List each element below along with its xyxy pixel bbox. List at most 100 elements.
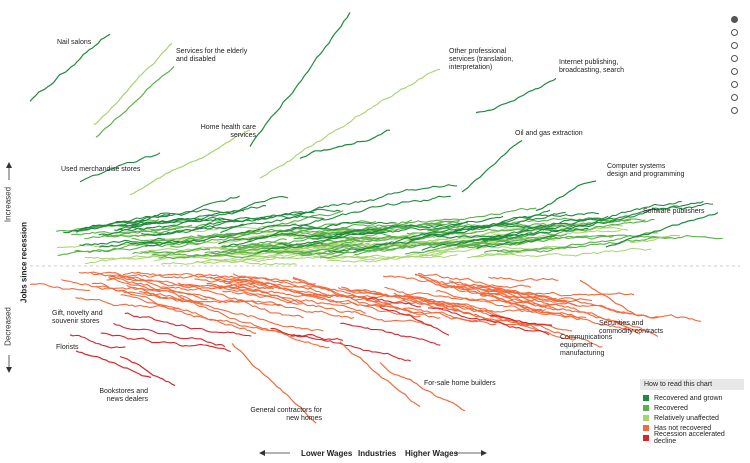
industry-line bbox=[504, 295, 578, 307]
annotation-other-professional: Other professional services (translation… bbox=[449, 48, 514, 71]
pager-dot[interactable] bbox=[731, 81, 738, 88]
industry-line bbox=[404, 215, 504, 229]
legend-swatch bbox=[643, 435, 649, 441]
y-axis-increased-label: Increased bbox=[3, 186, 13, 223]
industry-line bbox=[221, 221, 397, 247]
industry-line bbox=[379, 306, 450, 336]
industry-line bbox=[119, 355, 176, 387]
industry-line bbox=[355, 290, 525, 324]
industry-line bbox=[232, 291, 303, 305]
industry-line bbox=[75, 350, 152, 379]
industry-line bbox=[496, 235, 672, 253]
industry-line bbox=[100, 332, 231, 353]
industry-line bbox=[194, 278, 266, 287]
industry-line bbox=[78, 271, 204, 289]
industry-line bbox=[132, 248, 211, 255]
industry-line bbox=[74, 241, 201, 253]
industry-line bbox=[306, 232, 468, 246]
industry-line bbox=[340, 322, 441, 346]
annotation-nail-salons: Nail salons bbox=[57, 39, 92, 46]
industry-line bbox=[63, 213, 171, 234]
industry-line bbox=[327, 254, 458, 263]
industry-line bbox=[223, 281, 433, 327]
industry-line bbox=[270, 327, 412, 362]
industry-line bbox=[290, 334, 344, 341]
industry-line bbox=[182, 248, 323, 262]
industry-line bbox=[481, 245, 573, 251]
pager-dot[interactable] bbox=[731, 16, 738, 23]
legend-item-recovered: Recovered bbox=[643, 403, 744, 413]
industry-line bbox=[122, 271, 316, 285]
legend-swatch bbox=[643, 415, 649, 421]
industry-line bbox=[456, 239, 533, 248]
annotation-florists: Florists bbox=[56, 344, 79, 351]
industry-line bbox=[579, 279, 635, 315]
industry-line bbox=[417, 272, 532, 289]
annotation-general-contractors: General contractors for new homes bbox=[250, 407, 322, 422]
industry-line bbox=[466, 247, 652, 259]
industry-line bbox=[255, 253, 443, 261]
annotation-home-health: Home health care services bbox=[200, 124, 256, 139]
y-axis-title: Jobs since recession bbox=[19, 222, 29, 303]
pager-dot[interactable] bbox=[731, 55, 738, 62]
industry-line bbox=[299, 129, 390, 159]
pager-dot[interactable] bbox=[731, 94, 738, 101]
industry-line bbox=[629, 234, 681, 243]
industry-line bbox=[328, 224, 485, 253]
pager-dot[interactable] bbox=[731, 107, 738, 114]
industry-line bbox=[403, 292, 563, 311]
industry-line bbox=[414, 273, 479, 291]
industry-line bbox=[335, 224, 414, 236]
industry-line bbox=[228, 234, 375, 251]
industry-line bbox=[249, 12, 351, 147]
slide-pager bbox=[731, 16, 741, 120]
industry-line bbox=[79, 237, 165, 246]
industry-line bbox=[476, 234, 556, 249]
industry-line bbox=[145, 224, 338, 247]
x-axis-arrows bbox=[259, 450, 487, 456]
industry-line bbox=[29, 282, 91, 292]
annotation-software-publishers: Software publishers bbox=[643, 208, 705, 215]
industry-line bbox=[224, 278, 421, 318]
industry-line bbox=[327, 219, 413, 232]
annotation-used-merchandise: Used merchandise stores bbox=[61, 166, 141, 173]
industry-line bbox=[124, 312, 252, 337]
industry-line bbox=[366, 297, 421, 308]
legend-item-unaffected: Relatively unaffected bbox=[643, 413, 744, 423]
industry-line bbox=[221, 238, 287, 249]
x-axis-title: Industries bbox=[358, 449, 397, 458]
industry-line bbox=[195, 254, 376, 264]
pager-dot[interactable] bbox=[731, 68, 738, 75]
industry-line bbox=[435, 289, 641, 335]
industry-line bbox=[489, 315, 553, 326]
industry-line bbox=[481, 292, 643, 330]
industry-line bbox=[427, 307, 550, 336]
industry-line bbox=[231, 343, 317, 424]
industry-line bbox=[477, 285, 702, 322]
pager-dot[interactable] bbox=[731, 29, 738, 36]
pager-dot[interactable] bbox=[731, 42, 738, 49]
annotation-oil-gas: Oil and gas extraction bbox=[515, 130, 583, 137]
industry-line bbox=[91, 282, 290, 336]
annotation-elderly-services: Services for the elderly and disabled bbox=[176, 48, 248, 63]
industry-line bbox=[479, 290, 635, 297]
industry-line bbox=[301, 246, 406, 257]
legend-swatch bbox=[643, 405, 649, 411]
industry-line bbox=[178, 295, 355, 320]
legend-title: How to read this chart bbox=[640, 379, 744, 390]
x-axis-right-label: Higher Wages bbox=[405, 449, 459, 458]
industry-line bbox=[483, 201, 682, 243]
y-axis-decreased-label: Decreased bbox=[3, 307, 13, 346]
legend-item-not-recovered: Has not recovered bbox=[643, 423, 744, 433]
industry-line bbox=[108, 275, 216, 300]
annotation-gift-stores: Gift, novelty and souvenir stores bbox=[52, 310, 103, 325]
industry-line bbox=[113, 322, 226, 348]
industry-lines bbox=[29, 12, 723, 424]
annotation-for-sale-builders: For-sale home builders bbox=[424, 380, 496, 387]
annotation-communications-equipment: Communications equipment manufacturing bbox=[560, 334, 613, 357]
industry-line bbox=[357, 296, 478, 323]
industry-line bbox=[129, 129, 251, 196]
industry-line bbox=[95, 66, 175, 138]
industry-line bbox=[139, 291, 324, 332]
